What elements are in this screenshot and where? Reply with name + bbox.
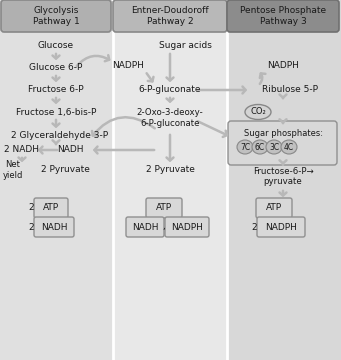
FancyBboxPatch shape bbox=[227, 0, 341, 360]
Text: 2: 2 bbox=[251, 222, 257, 231]
FancyBboxPatch shape bbox=[1, 0, 111, 32]
Text: Fructose 1,6-bis-P: Fructose 1,6-bis-P bbox=[16, 108, 96, 117]
Text: Net
yield: Net yield bbox=[3, 160, 23, 180]
Text: ,: , bbox=[163, 222, 165, 231]
Text: 4C: 4C bbox=[284, 143, 294, 152]
Text: NADPH: NADPH bbox=[267, 62, 299, 71]
Text: Sugar acids: Sugar acids bbox=[159, 41, 211, 50]
Text: 2 Pyruvate: 2 Pyruvate bbox=[41, 166, 89, 175]
Text: 3C: 3C bbox=[269, 143, 279, 152]
Text: Glucose: Glucose bbox=[38, 41, 74, 50]
Ellipse shape bbox=[245, 104, 271, 120]
Text: Glucose 6-P: Glucose 6-P bbox=[29, 63, 83, 72]
Text: 2 Pyruvate: 2 Pyruvate bbox=[146, 166, 194, 175]
Text: 6-P-gluconate: 6-P-gluconate bbox=[139, 85, 201, 94]
FancyBboxPatch shape bbox=[227, 0, 339, 32]
Text: 2 Glyceraldehyde 3-P: 2 Glyceraldehyde 3-P bbox=[12, 131, 108, 140]
FancyBboxPatch shape bbox=[256, 198, 292, 218]
Text: Fructose 6-P: Fructose 6-P bbox=[28, 85, 84, 94]
FancyBboxPatch shape bbox=[113, 0, 227, 360]
Text: NADH: NADH bbox=[41, 222, 67, 231]
Text: Fructose-6-P→: Fructose-6-P→ bbox=[253, 167, 313, 176]
FancyBboxPatch shape bbox=[0, 0, 113, 360]
Text: Ribulose 5-P: Ribulose 5-P bbox=[262, 85, 318, 94]
Text: 2: 2 bbox=[28, 203, 34, 212]
Text: Pentose Phosphate
Pathway 3: Pentose Phosphate Pathway 3 bbox=[240, 6, 326, 26]
FancyBboxPatch shape bbox=[34, 198, 68, 218]
FancyBboxPatch shape bbox=[126, 217, 164, 237]
FancyBboxPatch shape bbox=[228, 121, 337, 165]
Text: NADPH: NADPH bbox=[171, 222, 203, 231]
Text: 7C: 7C bbox=[240, 143, 250, 152]
FancyBboxPatch shape bbox=[34, 217, 74, 237]
Text: Entner-Doudoroff
Pathway 2: Entner-Doudoroff Pathway 2 bbox=[131, 6, 209, 26]
Text: ATP: ATP bbox=[266, 203, 282, 212]
Text: Glycolysis
Pathway 1: Glycolysis Pathway 1 bbox=[33, 6, 79, 26]
Text: pyruvate: pyruvate bbox=[264, 177, 302, 186]
Text: 2: 2 bbox=[28, 222, 34, 231]
Text: 2-Oxo-3-deoxy-
6-P-gluconate: 2-Oxo-3-deoxy- 6-P-gluconate bbox=[137, 108, 203, 128]
Text: NADH: NADH bbox=[57, 145, 83, 154]
Text: CO₂: CO₂ bbox=[250, 108, 266, 117]
Text: NADPH: NADPH bbox=[265, 222, 297, 231]
Ellipse shape bbox=[266, 140, 282, 154]
FancyBboxPatch shape bbox=[257, 217, 305, 237]
Text: ATP: ATP bbox=[156, 203, 172, 212]
FancyBboxPatch shape bbox=[113, 0, 227, 32]
FancyBboxPatch shape bbox=[165, 217, 209, 237]
Ellipse shape bbox=[237, 140, 253, 154]
Text: ATP: ATP bbox=[43, 203, 59, 212]
Ellipse shape bbox=[252, 140, 268, 154]
FancyBboxPatch shape bbox=[146, 198, 182, 218]
Text: NADH: NADH bbox=[132, 222, 158, 231]
Ellipse shape bbox=[281, 140, 297, 154]
Text: NADPH: NADPH bbox=[112, 62, 144, 71]
Text: 6C: 6C bbox=[255, 143, 265, 152]
Text: 2 NADH: 2 NADH bbox=[4, 145, 40, 154]
Text: Sugar phosphates:: Sugar phosphates: bbox=[243, 130, 323, 139]
